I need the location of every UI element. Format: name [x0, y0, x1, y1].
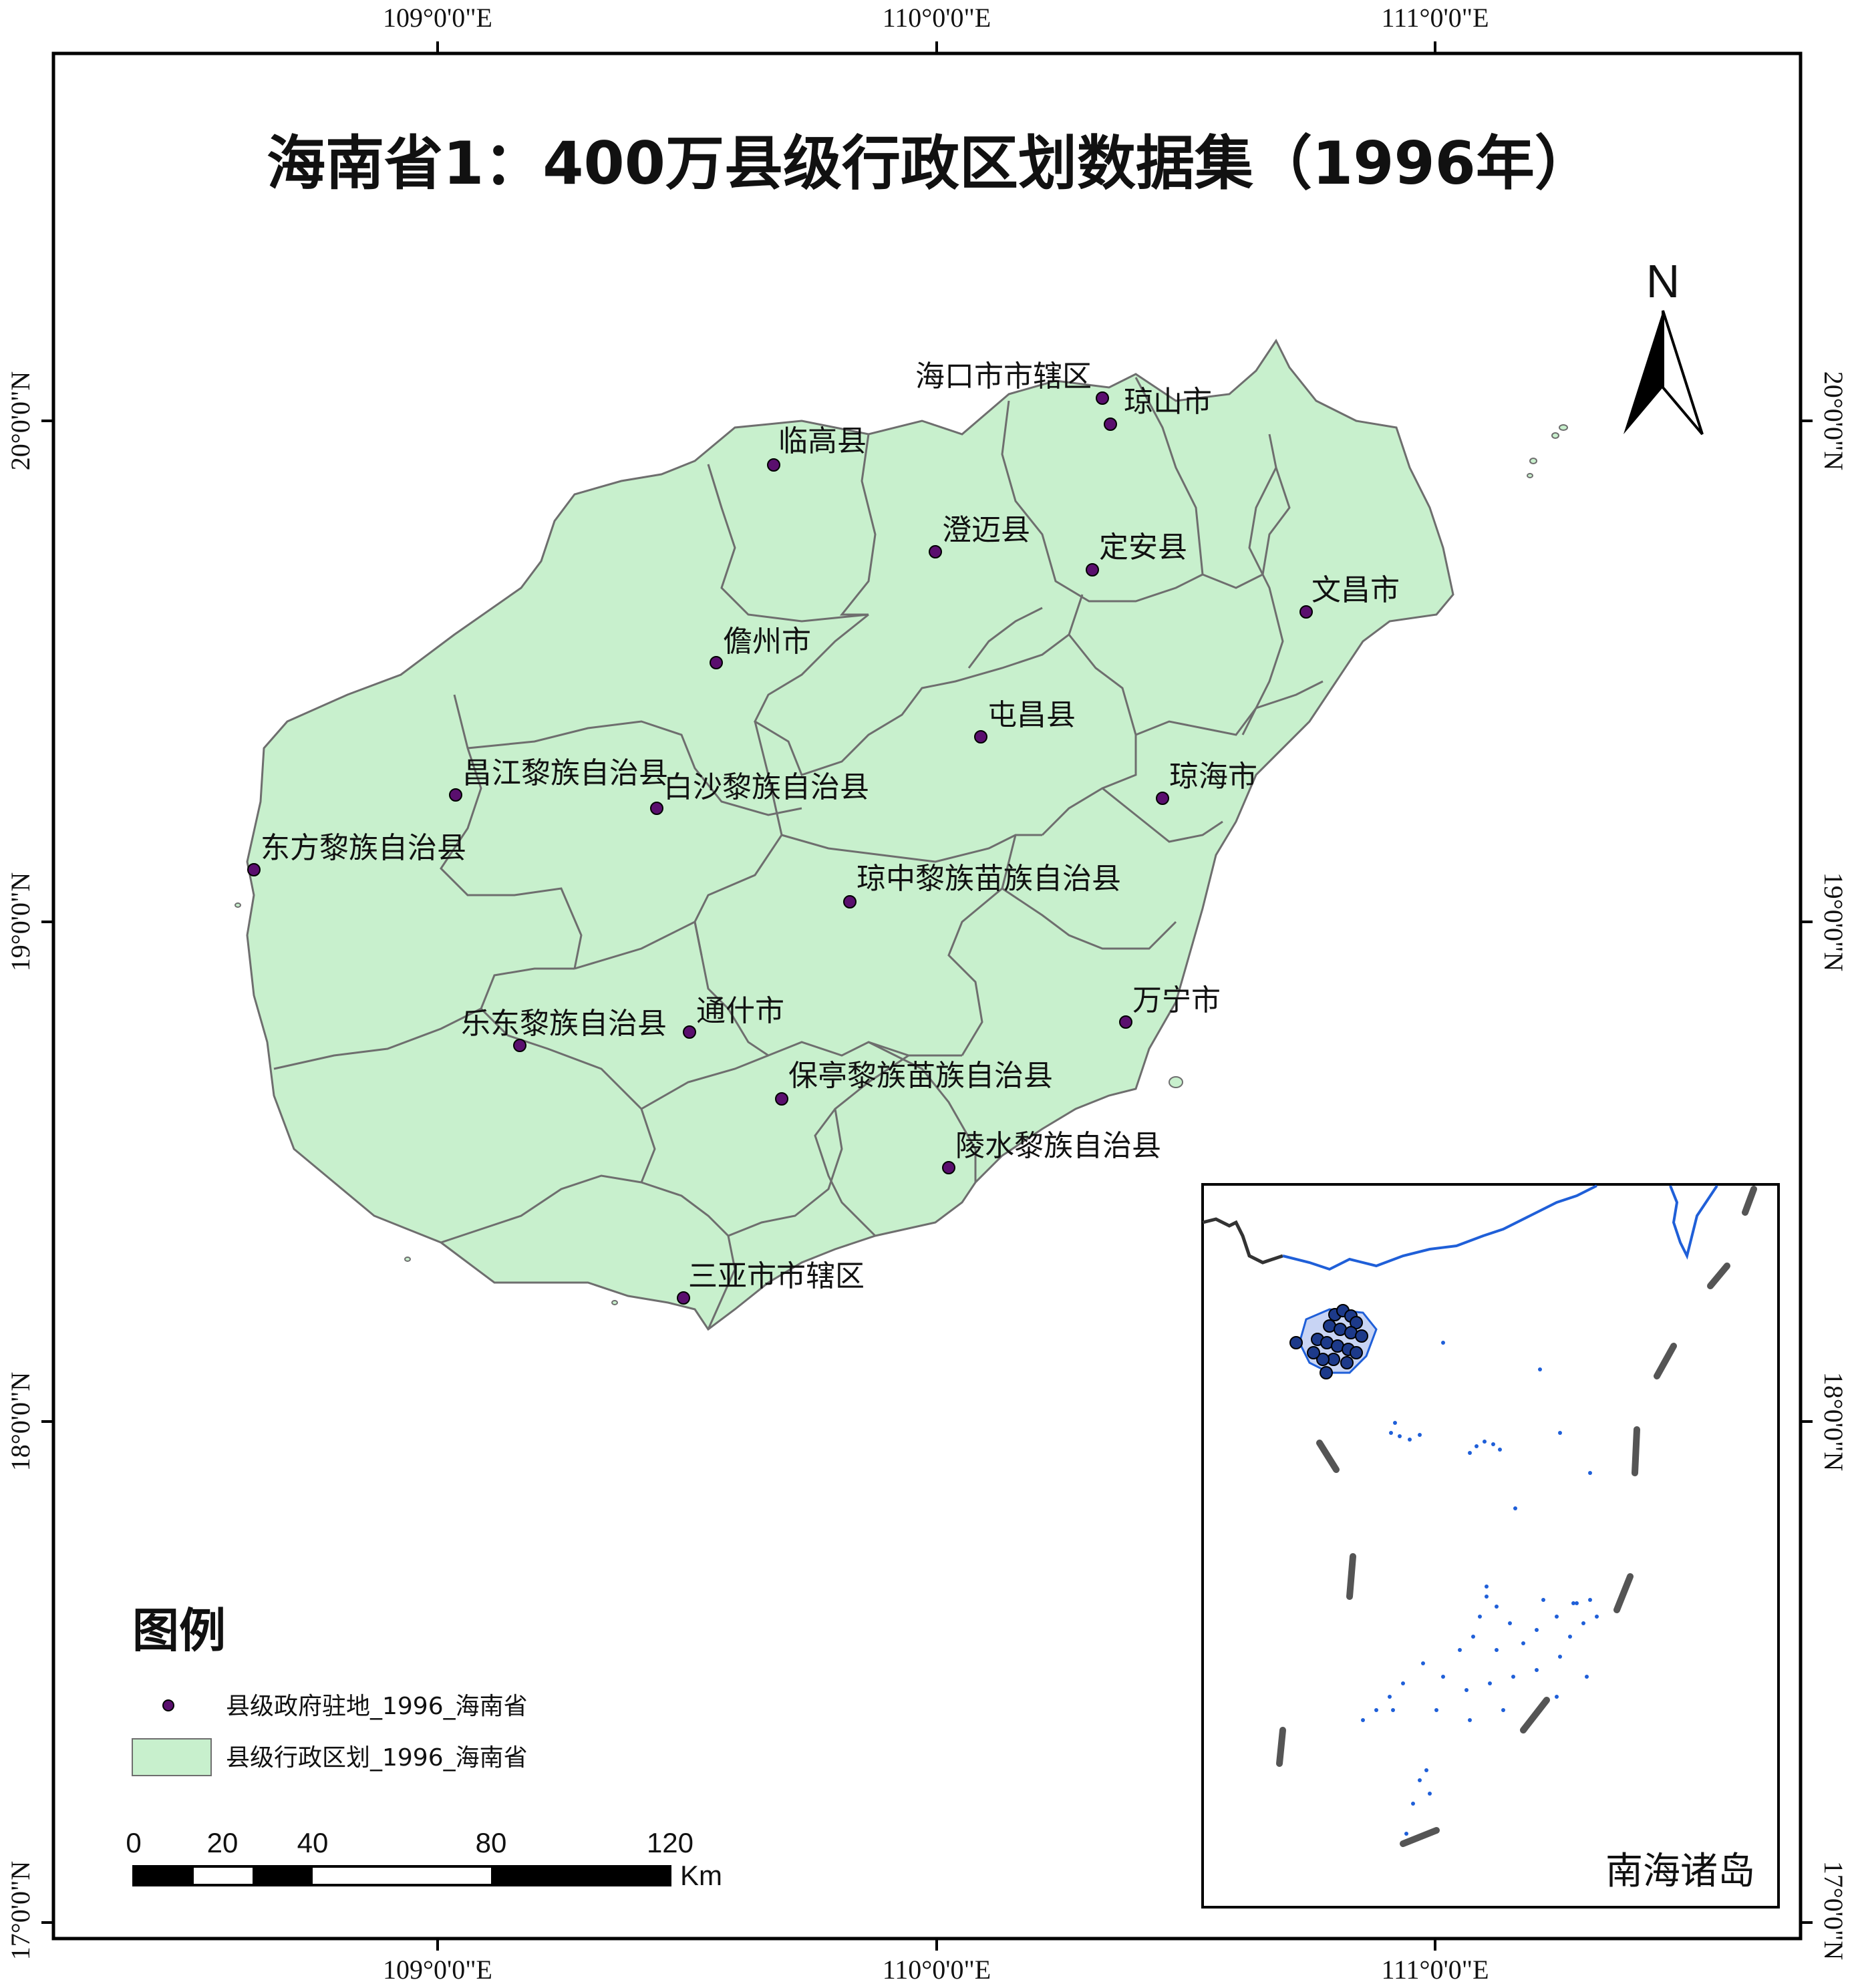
- county-seat-point: [677, 1291, 690, 1305]
- lat-label-left-19: 19°0'0"N: [5, 872, 35, 971]
- scale-unit: Km: [680, 1860, 722, 1891]
- county-label: 东方黎族自治县: [261, 831, 466, 865]
- county-seat-point: [449, 788, 462, 802]
- county-seat-point: [1086, 563, 1099, 576]
- county-seat-point: [843, 895, 857, 908]
- county-seat-point: [929, 545, 942, 558]
- county-label: 琼中黎族苗族自治县: [857, 862, 1121, 896]
- county-seat-point: [1104, 418, 1117, 431]
- inset-land-border: [1202, 1217, 1283, 1265]
- lat-label-right-20: 20°0'0"N: [1819, 371, 1849, 470]
- legend-item-seats: 县级政府驻地_1996_海南省: [226, 1693, 528, 1720]
- county-seat-point: [775, 1092, 788, 1106]
- county-label: 琼山市: [1124, 385, 1212, 419]
- county-seat-point: [767, 458, 780, 472]
- county-seat-point: [683, 1025, 696, 1039]
- county-label: 琼海市: [1169, 760, 1257, 794]
- county-seat-point: [650, 802, 663, 815]
- legend: 图例 县级政府驻地_1996_海南省 县级行政区划_1996_海南省: [132, 1603, 528, 1776]
- north-arrow-right-half: [1662, 310, 1704, 436]
- map-title: 海南省1：400万县级行政区划数据集（1996年）: [267, 129, 1593, 198]
- scale-tick-0: 0: [126, 1827, 141, 1858]
- lat-label-right-19: 19°0'0"N: [1819, 872, 1849, 971]
- county-label: 海口市市辖区: [915, 359, 1092, 393]
- north-arrow-left-half: [1624, 311, 1663, 434]
- scale-bar: 0 20 40 80 120 Km: [126, 1827, 722, 1891]
- inset-dash-line: [1276, 1186, 1757, 1847]
- county-label: 临高县: [778, 424, 867, 458]
- lon-label-top-110: 110°0'0"E: [883, 3, 991, 33]
- legend-polygon-icon: [132, 1738, 212, 1776]
- county-seat-point: [513, 1039, 526, 1052]
- county-seat-point: [1119, 1015, 1132, 1029]
- scale-tick-20: 20: [207, 1827, 239, 1858]
- county-seat-point: [1299, 605, 1313, 619]
- inset-taiwan-coast: [1669, 1184, 1718, 1260]
- county-boundaries: [273, 377, 1324, 1330]
- small-islands: [235, 424, 1568, 1305]
- county-label: 乐东黎族自治县: [461, 1007, 667, 1041]
- legend-item-counties: 县级行政区划_1996_海南省: [226, 1744, 528, 1772]
- county-seat-point: [974, 730, 987, 743]
- scale-tick-120: 120: [647, 1827, 693, 1858]
- lon-label-top-111: 111°0'0"E: [1382, 3, 1489, 33]
- county-seat-point: [942, 1161, 955, 1174]
- lon-label-bottom-111: 111°0'0"E: [1382, 1955, 1489, 1985]
- county-label: 昌江黎族自治县: [462, 756, 668, 790]
- graticule-ticks: [41, 41, 1813, 1951]
- county-label: 陵水黎族自治县: [955, 1129, 1161, 1163]
- county-label: 屯昌县: [987, 698, 1076, 732]
- county-label: 三亚市市辖区: [688, 1259, 865, 1293]
- north-arrow: N: [1624, 255, 1704, 436]
- county-seat-point: [1096, 391, 1109, 405]
- county-label: 白沙黎族自治县: [663, 770, 869, 804]
- lon-label-bottom-109: 109°0'0"E: [383, 1955, 492, 1985]
- lon-label-top-109: 109°0'0"E: [383, 3, 492, 33]
- county-seats-layer: 海口市市辖区琼山市临高县澄迈县定安县文昌市儋州市屯昌县昌江黎族自治县白沙黎族自治…: [247, 359, 1400, 1305]
- county-label: 通什市: [696, 994, 784, 1028]
- scale-tick-80: 80: [476, 1827, 507, 1858]
- lat-label-left-20: 20°0'0"N: [5, 371, 35, 470]
- lat-label-left-17: 17°0'0"N: [5, 1861, 35, 1960]
- county-label: 澄迈县: [942, 513, 1030, 547]
- inset-points: [1289, 1304, 1368, 1379]
- inset-coastline: [1282, 1184, 1597, 1271]
- lon-label-bottom-110: 110°0'0"E: [883, 1955, 991, 1985]
- lat-label-right-18: 18°0'0"N: [1819, 1372, 1849, 1471]
- scale-tick-40: 40: [297, 1827, 329, 1858]
- county-seat-point: [710, 656, 723, 669]
- north-arrow-label: N: [1646, 255, 1680, 307]
- lat-label-left-18: 18°0'0"N: [5, 1372, 35, 1471]
- county-label: 儋州市: [723, 625, 811, 659]
- county-label: 万宁市: [1132, 983, 1221, 1017]
- county-seat-point: [1156, 792, 1169, 805]
- lat-label-right-17: 17°0'0"N: [1819, 1861, 1849, 1960]
- inset-label: 南海诸岛: [1605, 1850, 1755, 1893]
- county-label: 定安县: [1099, 530, 1187, 564]
- county-seat-point: [247, 863, 261, 876]
- county-label: 文昌市: [1311, 573, 1400, 607]
- hainan-island: [246, 339, 1454, 1331]
- inset-frame: [1201, 1183, 1780, 1909]
- inset-islands: [1361, 1341, 1599, 1836]
- legend-title: 图例: [132, 1603, 226, 1658]
- county-label: 保亭黎族苗族自治县: [788, 1059, 1053, 1093]
- inset-map: 南海诸岛: [1201, 1183, 1780, 1909]
- legend-point-icon: [162, 1699, 174, 1711]
